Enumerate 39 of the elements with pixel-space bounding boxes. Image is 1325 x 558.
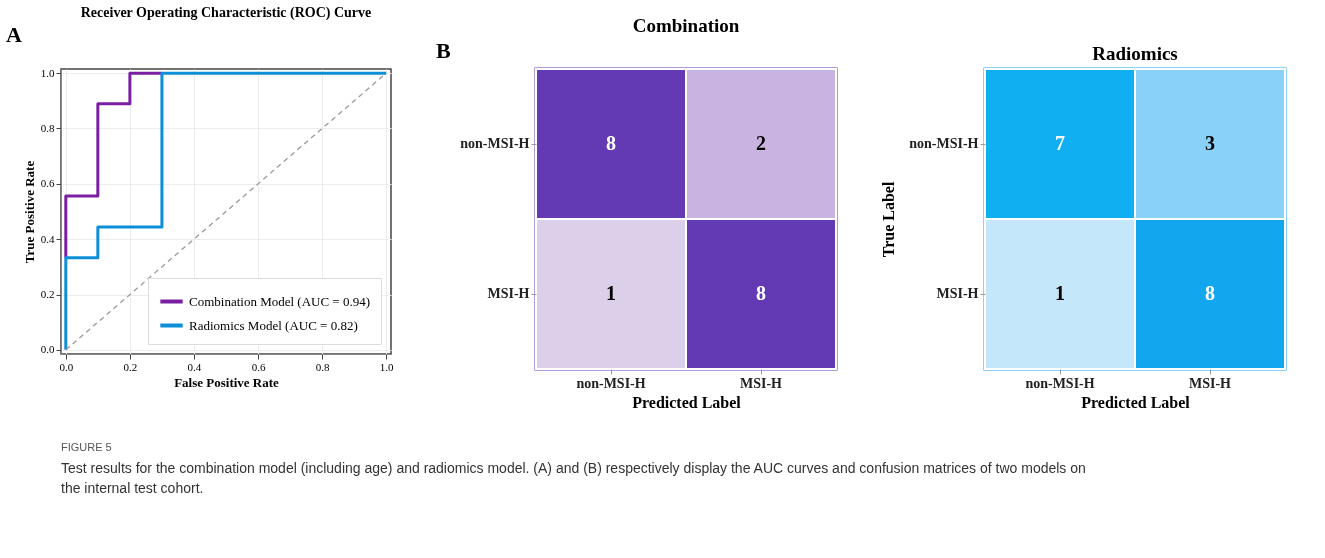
y-tick-label: 0.4 xyxy=(40,232,55,245)
x-tick-label: non-MSI-H xyxy=(576,375,646,391)
chart-title: Radiomics xyxy=(1092,43,1178,64)
y-axis-title: True Positive Rate xyxy=(21,160,37,264)
caption: FIGURE 5 xyxy=(61,441,112,453)
text: B xyxy=(436,38,451,63)
data-label: 1 xyxy=(606,282,616,304)
x-tick-label: 0.2 xyxy=(123,360,138,373)
x-tick-label: MSI-H xyxy=(1189,375,1232,391)
legend-label: Combination Model (AUC = 0.94) xyxy=(189,293,371,309)
data-label: 2 xyxy=(756,132,766,154)
data-label: 8 xyxy=(756,282,766,304)
x-tick-label: non-MSI-H xyxy=(1025,375,1095,391)
x-axis-title: Predicted Label xyxy=(1081,393,1191,411)
chart-title: Receiver Operating Characteristic (ROC) Curve xyxy=(80,5,372,21)
line-series xyxy=(64,71,164,260)
y-axis-title: True Label xyxy=(880,181,898,258)
legend-label: Radiomics Model (AUC = 0.82) xyxy=(189,317,358,333)
y-tick-label: 0.8 xyxy=(40,121,55,134)
x-axis-title: False Positive Rate xyxy=(174,374,280,390)
x-tick-label: 0.6 xyxy=(251,360,266,373)
y-tick-label: 0.2 xyxy=(40,288,55,301)
data-label: 7 xyxy=(1055,132,1065,154)
x-tick-label: 1.0 xyxy=(379,360,395,373)
y-tick-label: 0.0 xyxy=(40,343,55,356)
text: Test results for the combination model (including age) and radiomics model. (A) and (B) respectively display the AUC curves and confusion matrices of two models on the internal test cohort. xyxy=(61,460,1086,496)
x-tick-label: 0.8 xyxy=(315,360,330,373)
data-label: 1 xyxy=(1055,282,1065,304)
x-tick-label: 0.4 xyxy=(187,360,202,373)
data-label: 3 xyxy=(1205,132,1215,154)
data-label: 8 xyxy=(606,132,616,154)
x-axis-title: Predicted Label xyxy=(632,393,742,411)
chart-title: Combination xyxy=(632,15,740,36)
y-tick-label: 0.6 xyxy=(40,177,55,190)
data-label: 8 xyxy=(1205,282,1215,304)
x-tick-label: MSI-H xyxy=(740,375,783,391)
text: A xyxy=(6,22,22,47)
y-tick-label: 1.0 xyxy=(40,66,55,79)
x-tick-label: 0.0 xyxy=(59,360,74,373)
